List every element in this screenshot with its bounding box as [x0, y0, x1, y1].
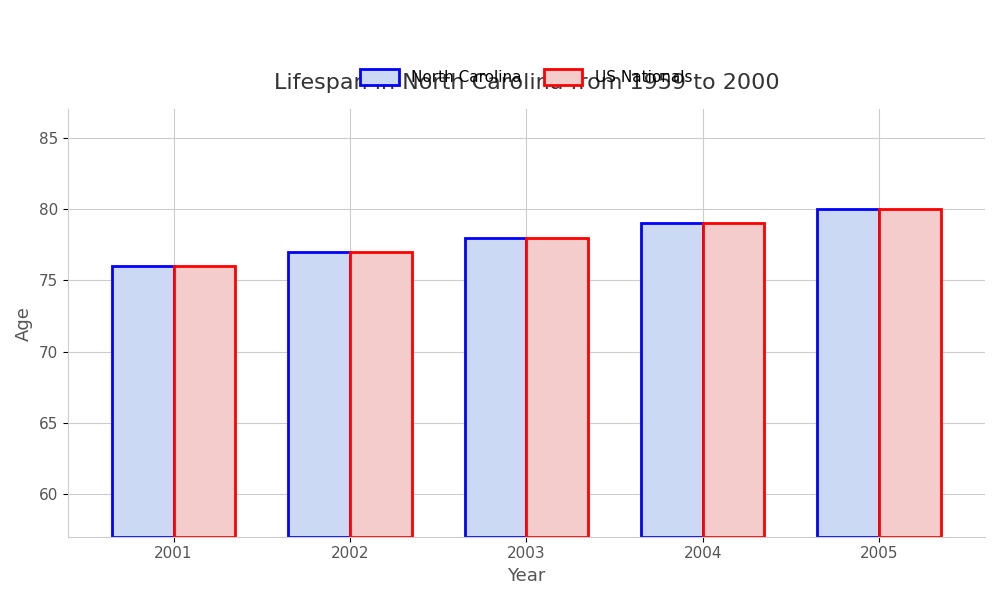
Title: Lifespan in North Carolina from 1959 to 2000: Lifespan in North Carolina from 1959 to … [274, 73, 779, 92]
X-axis label: Year: Year [507, 567, 546, 585]
Bar [526, 238, 588, 537]
Bar [465, 238, 526, 537]
Bar [879, 209, 941, 537]
Bar [174, 266, 235, 537]
Y-axis label: Age: Age [15, 305, 33, 341]
Bar [288, 252, 350, 537]
Legend: North Carolina, US Nationals: North Carolina, US Nationals [353, 62, 700, 93]
Bar [817, 209, 879, 537]
Bar [641, 223, 703, 537]
Bar [703, 223, 764, 537]
Bar [350, 252, 412, 537]
Bar [112, 266, 174, 537]
